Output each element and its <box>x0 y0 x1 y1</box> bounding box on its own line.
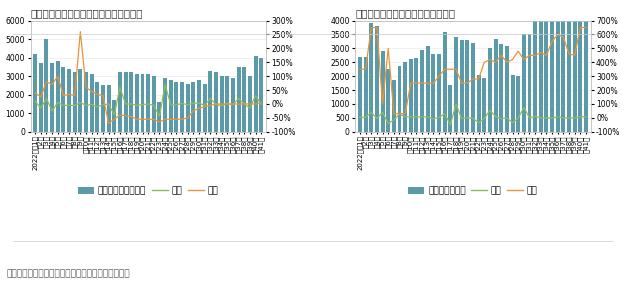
Bar <box>403 62 407 132</box>
Bar <box>528 34 531 132</box>
Bar <box>33 54 37 132</box>
Bar <box>146 74 150 132</box>
Bar <box>482 78 486 132</box>
Bar <box>459 40 464 132</box>
Bar <box>562 20 565 132</box>
Bar <box>56 61 59 132</box>
Bar <box>375 26 379 132</box>
Bar <box>556 20 560 132</box>
Bar <box>225 76 229 132</box>
Bar <box>573 20 577 132</box>
Bar <box>118 72 122 132</box>
Bar <box>106 85 111 132</box>
Legend: 二手住宅（套）, 环比, 同比: 二手住宅（套）, 环比, 同比 <box>404 183 541 199</box>
Bar <box>231 78 235 132</box>
Bar <box>39 63 43 132</box>
Bar <box>112 100 116 132</box>
Bar <box>431 54 436 132</box>
Bar <box>67 69 71 132</box>
Text: 数据来源：成都房管局，诸葛找房数据研究中心整理: 数据来源：成都房管局，诸葛找房数据研究中心整理 <box>6 269 130 278</box>
Bar <box>169 80 173 132</box>
Bar <box>259 58 263 132</box>
Bar <box>180 82 184 132</box>
Bar <box>192 82 195 132</box>
Bar <box>545 20 548 132</box>
Bar <box>516 76 520 132</box>
Bar <box>50 63 54 132</box>
Bar <box>476 75 481 132</box>
Bar <box>522 34 526 132</box>
Bar <box>158 102 162 132</box>
Legend: 新建商品住宅（套）, 环比, 同比: 新建商品住宅（套）, 环比, 同比 <box>74 183 222 199</box>
Bar <box>500 44 503 132</box>
Bar <box>186 83 190 132</box>
Bar <box>197 80 201 132</box>
Bar <box>584 20 588 132</box>
Bar <box>90 74 94 132</box>
Bar <box>175 82 178 132</box>
Bar <box>135 74 139 132</box>
Bar <box>511 75 515 132</box>
Bar <box>493 39 498 132</box>
Bar <box>242 67 246 132</box>
Bar <box>409 59 413 132</box>
Bar <box>140 74 145 132</box>
Text: 成都二手住宅周度成交套数及同环比: 成都二手住宅周度成交套数及同环比 <box>356 9 456 18</box>
Bar <box>398 66 401 132</box>
Bar <box>101 85 105 132</box>
Bar <box>61 67 65 132</box>
Bar <box>443 32 447 132</box>
Bar <box>533 20 537 132</box>
Bar <box>420 50 424 132</box>
Bar <box>44 39 48 132</box>
Bar <box>95 82 100 132</box>
Bar <box>237 67 240 132</box>
Bar <box>84 72 88 132</box>
Bar <box>465 40 470 132</box>
Bar <box>152 76 156 132</box>
Text: 成都新建商品住宅周度成交套数及同环比: 成都新建商品住宅周度成交套数及同环比 <box>31 9 143 18</box>
Bar <box>364 57 367 132</box>
Bar <box>123 72 128 132</box>
Bar <box>358 57 362 132</box>
Bar <box>163 78 167 132</box>
Bar <box>539 20 543 132</box>
Bar <box>471 43 475 132</box>
Bar <box>454 37 458 132</box>
Bar <box>392 80 396 132</box>
Bar <box>386 69 390 132</box>
Bar <box>437 54 441 132</box>
Bar <box>414 58 418 132</box>
Bar <box>73 72 76 132</box>
Bar <box>567 20 571 132</box>
Bar <box>254 56 257 132</box>
Bar <box>550 20 554 132</box>
Bar <box>214 72 218 132</box>
Bar <box>220 76 223 132</box>
Bar <box>505 46 509 132</box>
Bar <box>208 71 212 132</box>
Bar <box>129 72 133 132</box>
Bar <box>381 51 384 132</box>
Bar <box>78 69 83 132</box>
Bar <box>426 46 429 132</box>
Bar <box>578 20 582 132</box>
Bar <box>448 85 453 132</box>
Bar <box>203 83 207 132</box>
Bar <box>248 76 252 132</box>
Bar <box>488 48 492 132</box>
Bar <box>369 23 373 132</box>
